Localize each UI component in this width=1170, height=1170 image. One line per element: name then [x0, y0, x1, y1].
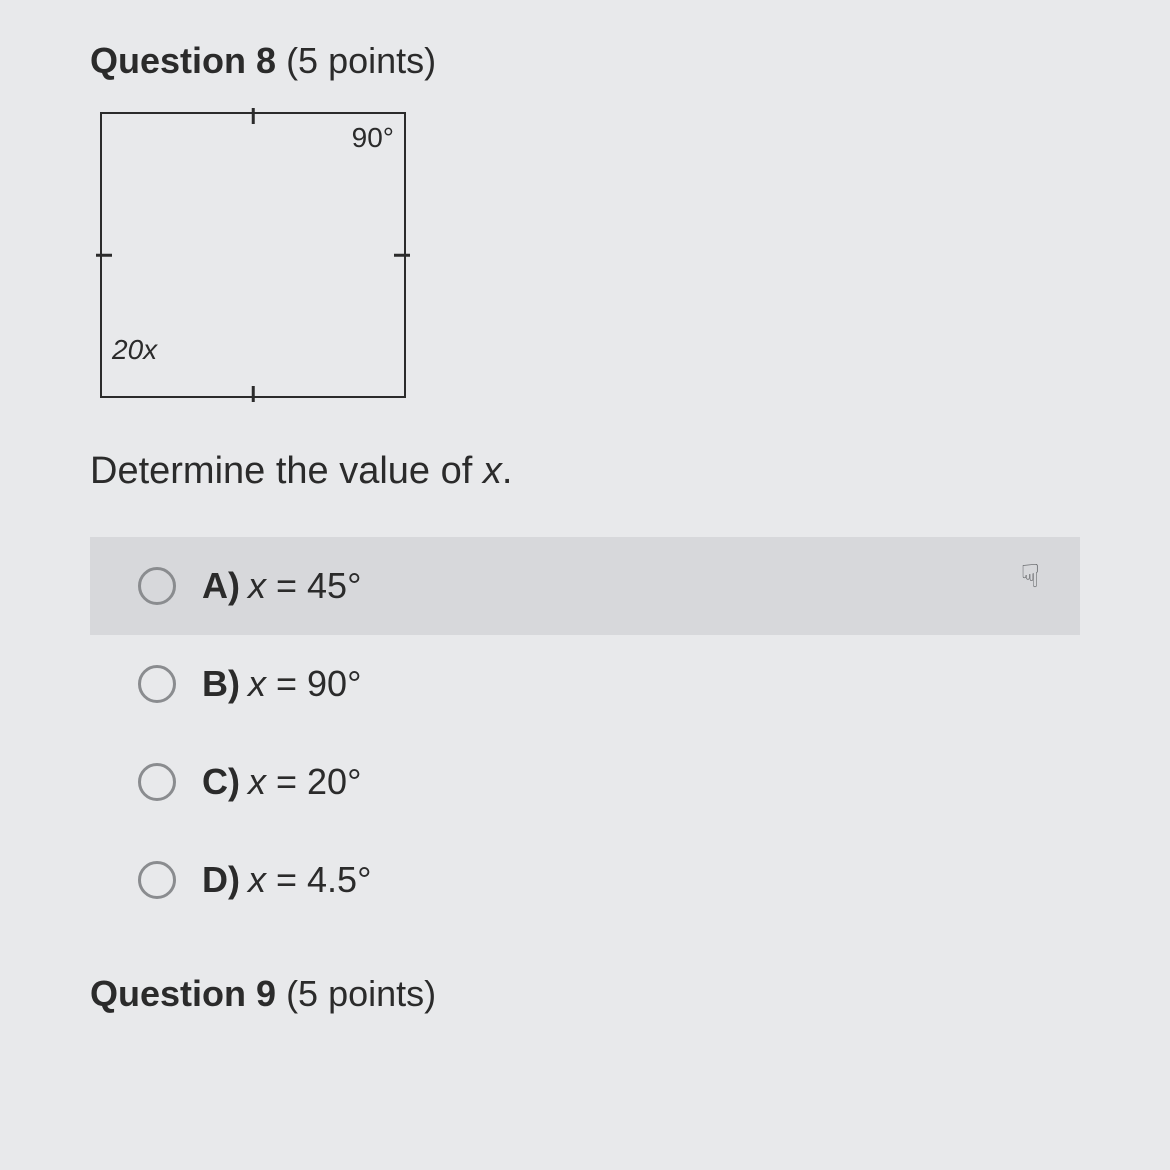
option-c-label: C)x = 20°	[202, 761, 361, 803]
question-header: Question 8 (5 points)	[90, 40, 1080, 82]
tick-top	[252, 108, 255, 124]
next-question-number: Question 9	[90, 973, 276, 1014]
radio-b[interactable]	[138, 665, 176, 703]
radio-c[interactable]	[138, 763, 176, 801]
tick-left	[96, 254, 112, 257]
radio-a[interactable]	[138, 567, 176, 605]
option-d-label: D)x = 4.5°	[202, 859, 371, 901]
option-c[interactable]: C)x = 20°	[90, 733, 1080, 831]
radio-d[interactable]	[138, 861, 176, 899]
option-d[interactable]: D)x = 4.5°	[90, 831, 1080, 929]
tick-bottom	[252, 386, 255, 402]
geometry-diagram: 90° 20x	[98, 110, 408, 400]
tick-right	[394, 254, 410, 257]
question-number-label: Question 8	[90, 40, 276, 81]
option-b[interactable]: B)x = 90°	[90, 635, 1080, 733]
angle-label-20x: 20x	[112, 334, 157, 366]
option-a[interactable]: A)x = 45° ☟	[90, 537, 1080, 635]
option-a-label: A)x = 45°	[202, 565, 361, 607]
option-b-label: B)x = 90°	[202, 663, 361, 705]
square-shape: 90° 20x	[100, 112, 406, 398]
question-points: (5 points)	[286, 40, 436, 81]
question-prompt: Determine the value of x.	[90, 450, 1080, 493]
options-list: A)x = 45° ☟ B)x = 90° C)x = 20° D)x = 4.…	[90, 537, 1080, 929]
pointer-cursor-icon: ☟	[1021, 557, 1040, 595]
next-question-header: Question 9 (5 points)	[90, 973, 1080, 1015]
next-question-points: (5 points)	[286, 973, 436, 1014]
angle-label-90: 90°	[352, 122, 394, 154]
